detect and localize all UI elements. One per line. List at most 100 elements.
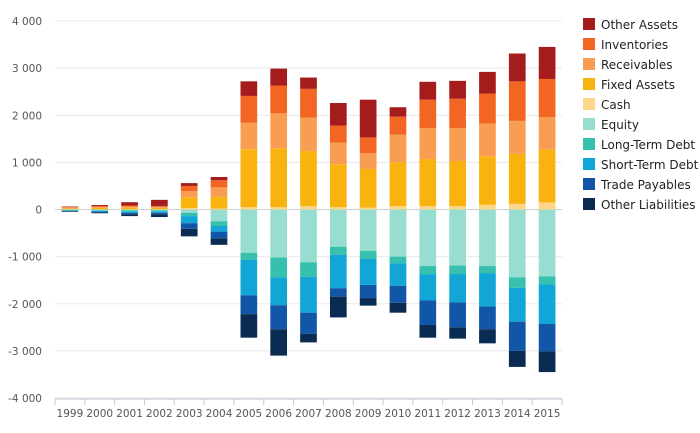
bar-long-term-debt-2012[interactable]	[449, 265, 466, 275]
bar-fixed-assets-2013[interactable]	[479, 156, 496, 205]
bar-short-term-debt-2004[interactable]	[210, 225, 228, 232]
bar-inventories-2006[interactable]	[270, 85, 288, 114]
bar-long-term-debt-2008[interactable]	[329, 246, 347, 255]
bar-short-term-debt-2007[interactable]	[300, 276, 317, 313]
bar-receivables-2002[interactable]	[151, 206, 168, 208]
bar-trade-payables-2003[interactable]	[180, 223, 198, 229]
legend-item-trade-payables[interactable]: Trade Payables	[583, 178, 691, 192]
bar-inventories-2014[interactable]	[508, 81, 526, 121]
bar-inventories-2009[interactable]	[359, 137, 377, 153]
bar-long-term-debt-2014[interactable]	[508, 277, 526, 288]
bar-other-liabilities-2003[interactable]	[180, 228, 198, 237]
bar-long-term-debt-2003[interactable]	[180, 212, 198, 217]
bar-other-assets-2009[interactable]	[359, 99, 377, 138]
bar-receivables-2008[interactable]	[329, 142, 347, 165]
bar-other-liabilities-2012[interactable]	[449, 327, 466, 339]
bar-fixed-assets-2004[interactable]	[210, 196, 228, 209]
legend-item-cash[interactable]: Cash	[583, 98, 631, 112]
bar-short-term-debt-2005[interactable]	[240, 259, 258, 296]
bar-fixed-assets-2011[interactable]	[419, 159, 437, 207]
bar-trade-payables-2006[interactable]	[270, 305, 288, 330]
bar-cash-2011[interactable]	[419, 206, 437, 210]
bar-receivables-2014[interactable]	[508, 120, 526, 154]
bar-equity-2007[interactable]	[300, 209, 317, 263]
bar-receivables-1999[interactable]	[61, 207, 79, 209]
bar-other-liabilities-2002[interactable]	[151, 214, 168, 218]
bar-fixed-assets-2006[interactable]	[270, 148, 288, 208]
bar-short-term-debt-2003[interactable]	[180, 216, 198, 224]
legend-item-equity[interactable]: Equity	[583, 118, 639, 132]
bar-other-assets-2015[interactable]	[538, 46, 556, 79]
bar-receivables-2012[interactable]	[449, 127, 466, 161]
bar-receivables-2007[interactable]	[300, 117, 317, 152]
bar-other-assets-2001[interactable]	[121, 202, 138, 206]
bar-trade-payables-2009[interactable]	[359, 284, 377, 299]
bar-inventories-2013[interactable]	[479, 93, 496, 124]
bar-trade-payables-2014[interactable]	[508, 321, 526, 351]
bar-cash-2012[interactable]	[449, 206, 466, 210]
bar-equity-2013[interactable]	[479, 209, 496, 267]
bar-cash-2003[interactable]	[180, 208, 198, 210]
bar-trade-payables-2008[interactable]	[329, 288, 347, 297]
bar-other-assets-2011[interactable]	[419, 81, 437, 100]
bar-equity-2002[interactable]	[151, 209, 168, 211]
bar-short-term-debt-2012[interactable]	[449, 274, 466, 303]
legend-item-other-liabilities[interactable]: Other Liabilities	[583, 198, 696, 212]
bar-receivables-2004[interactable]	[210, 187, 228, 197]
bar-receivables-2010[interactable]	[389, 134, 407, 163]
bar-fixed-assets-2005[interactable]	[240, 149, 258, 208]
bar-other-liabilities-2007[interactable]	[300, 333, 317, 343]
bar-cash-2006[interactable]	[270, 207, 288, 210]
bar-cash-2005[interactable]	[240, 207, 258, 210]
bar-fixed-assets-2003[interactable]	[180, 197, 198, 209]
bar-cash-2014[interactable]	[508, 203, 526, 210]
bar-other-assets-2005[interactable]	[240, 81, 258, 96]
bar-inventories-2011[interactable]	[419, 99, 437, 128]
bar-trade-payables-2005[interactable]	[240, 295, 258, 315]
bar-long-term-debt-2004[interactable]	[210, 221, 228, 226]
bar-receivables-2013[interactable]	[479, 123, 496, 157]
bar-short-term-debt-2008[interactable]	[329, 254, 347, 289]
bar-trade-payables-2012[interactable]	[449, 302, 466, 328]
bar-short-term-debt-2002[interactable]	[151, 211, 168, 213]
bar-equity-2011[interactable]	[419, 209, 437, 267]
bar-cash-2009[interactable]	[359, 207, 377, 210]
bar-trade-payables-2010[interactable]	[389, 285, 407, 303]
bar-other-liabilities-2005[interactable]	[240, 314, 258, 338]
bar-inventories-2002[interactable]	[151, 205, 168, 207]
bar-other-liabilities-2015[interactable]	[538, 351, 556, 373]
bar-inventories-2015[interactable]	[538, 78, 556, 118]
bar-inventories-2008[interactable]	[329, 125, 347, 143]
bar-other-liabilities-2014[interactable]	[508, 350, 526, 367]
bar-long-term-debt-2005[interactable]	[240, 252, 258, 260]
bar-long-term-debt-2006[interactable]	[270, 257, 288, 278]
bar-trade-payables-2004[interactable]	[210, 231, 228, 239]
bar-short-term-debt-2011[interactable]	[419, 274, 437, 301]
bar-other-assets-2013[interactable]	[479, 71, 496, 94]
bar-fixed-assets-2014[interactable]	[508, 153, 526, 204]
bar-other-assets-2004[interactable]	[210, 176, 228, 181]
bar-receivables-2005[interactable]	[240, 122, 258, 150]
bar-fixed-assets-2002[interactable]	[151, 207, 168, 210]
bar-long-term-debt-2011[interactable]	[419, 266, 437, 275]
bar-long-term-debt-2010[interactable]	[389, 256, 407, 264]
bar-trade-payables-2001[interactable]	[121, 212, 138, 215]
bar-receivables-2003[interactable]	[180, 191, 198, 198]
bar-equity-2001[interactable]	[121, 209, 138, 211]
bar-equity-2015[interactable]	[538, 209, 556, 277]
bar-receivables-2000[interactable]	[91, 206, 109, 208]
bar-trade-payables-2011[interactable]	[419, 300, 437, 325]
bar-long-term-debt-2002[interactable]	[151, 210, 168, 212]
bar-trade-payables-2015[interactable]	[538, 324, 556, 352]
bar-inventories-2001[interactable]	[121, 205, 138, 207]
bar-other-liabilities-2006[interactable]	[270, 329, 288, 356]
bar-short-term-debt-2010[interactable]	[389, 263, 407, 286]
bar-other-liabilities-2008[interactable]	[329, 296, 347, 318]
bar-other-liabilities-2011[interactable]	[419, 324, 437, 338]
bar-other-assets-2012[interactable]	[449, 80, 466, 99]
bar-equity-2003[interactable]	[180, 209, 198, 213]
legend-item-receivables[interactable]: Receivables	[583, 58, 673, 72]
bar-trade-payables-2000[interactable]	[91, 211, 109, 213]
bar-short-term-debt-2014[interactable]	[508, 287, 526, 322]
bar-short-term-debt-2015[interactable]	[538, 284, 556, 325]
